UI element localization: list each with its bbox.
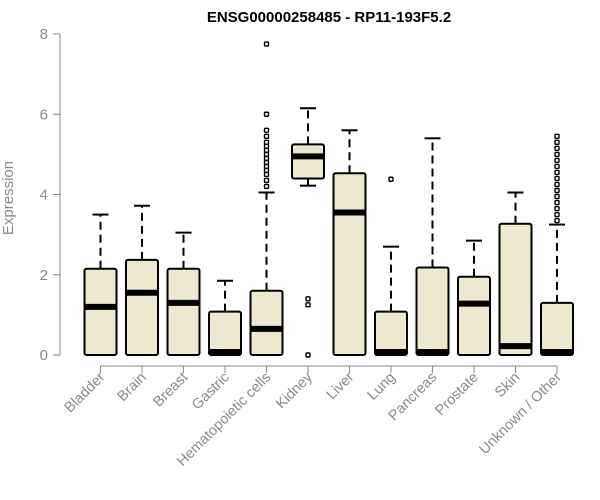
box-liver bbox=[332, 129, 367, 356]
y-tick-label: 4 bbox=[40, 187, 48, 204]
outlier-point bbox=[554, 139, 560, 146]
y-tick-label: 8 bbox=[40, 26, 48, 43]
box-kidney bbox=[291, 107, 325, 358]
outlier-point bbox=[554, 211, 560, 218]
outlier-point bbox=[305, 302, 311, 308]
y-axis-label: Expression bbox=[0, 161, 17, 235]
outlier-point bbox=[388, 176, 394, 182]
outlier-point bbox=[554, 157, 560, 164]
outlier-point bbox=[554, 205, 560, 212]
box-body bbox=[332, 172, 367, 356]
x-tick-label: Liver bbox=[324, 369, 358, 403]
outlier-point bbox=[263, 127, 270, 134]
x-tick-label: Skin bbox=[492, 370, 523, 401]
outlier-point bbox=[554, 187, 560, 194]
outlier-point bbox=[554, 181, 560, 188]
outlier-point bbox=[554, 217, 560, 224]
y-tick-label: 2 bbox=[40, 267, 48, 284]
x-tick-label: Kidney bbox=[273, 369, 316, 412]
box-prostate bbox=[457, 239, 491, 357]
outlier-point bbox=[554, 145, 560, 152]
outlier-point bbox=[554, 133, 560, 140]
x-tick-label: Breast bbox=[150, 370, 191, 411]
y-tick-label: 0 bbox=[40, 347, 48, 364]
box-body bbox=[249, 289, 284, 356]
outlier-point bbox=[263, 41, 270, 47]
box-body bbox=[208, 310, 242, 357]
x-tick-label: Brain bbox=[115, 370, 150, 405]
chart-title: ENSG00000258485 - RP11-193F5.2 bbox=[207, 9, 451, 26]
x-tick-label: Bladder bbox=[62, 369, 109, 416]
box-lung bbox=[374, 176, 408, 357]
outlier-point bbox=[554, 193, 560, 200]
box-body bbox=[166, 267, 201, 357]
box-brain bbox=[125, 204, 159, 356]
outlier-point bbox=[263, 183, 270, 190]
box-bladder bbox=[83, 213, 118, 357]
outlier-point bbox=[263, 177, 270, 184]
outlier-point bbox=[305, 352, 311, 358]
box-breast bbox=[166, 231, 201, 357]
box-pancreas bbox=[415, 137, 450, 356]
outlier-point bbox=[554, 151, 560, 158]
box-body bbox=[540, 301, 574, 356]
x-tick-label: Prostate bbox=[432, 370, 481, 419]
box-hematopoietic-cells bbox=[249, 41, 284, 356]
outlier-point bbox=[263, 133, 270, 140]
outlier-point bbox=[554, 175, 560, 182]
box-body bbox=[457, 275, 491, 357]
outlier-point bbox=[263, 111, 270, 117]
outlier-point bbox=[263, 139, 270, 146]
box-gastric bbox=[208, 279, 242, 357]
box-skin bbox=[498, 191, 533, 356]
outlier-point bbox=[305, 296, 311, 302]
box-body bbox=[498, 222, 533, 356]
boxes bbox=[83, 41, 574, 358]
y-tick-label: 6 bbox=[40, 106, 48, 123]
box-body bbox=[125, 258, 159, 356]
outlier-point bbox=[554, 169, 560, 176]
axes: 0 2 4 6 8 bbox=[40, 26, 558, 373]
box-body bbox=[374, 310, 408, 357]
box-body bbox=[291, 143, 325, 180]
outlier-point bbox=[554, 163, 560, 170]
x-tick-label: Lung bbox=[365, 370, 399, 404]
box-body bbox=[83, 267, 118, 357]
box-unknown-other bbox=[540, 133, 574, 356]
outlier-point bbox=[554, 199, 560, 206]
box-body bbox=[415, 266, 450, 356]
